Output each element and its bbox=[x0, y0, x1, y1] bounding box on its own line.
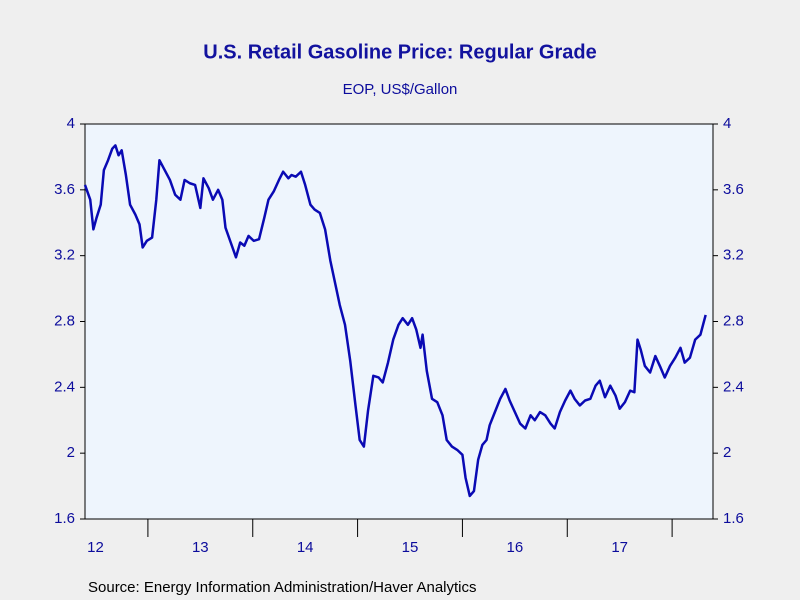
y-tick-label: 2 bbox=[67, 444, 75, 461]
y2-tick-label: 1.6 bbox=[723, 510, 744, 527]
plot-area bbox=[84, 123, 714, 520]
y2-tick-label: 2.4 bbox=[723, 378, 744, 395]
y-tick-label: 3.6 bbox=[54, 181, 75, 198]
y-tick-label: 2.4 bbox=[54, 378, 75, 395]
x-tick-label: 13 bbox=[192, 539, 209, 556]
y2-tick-label: 3.2 bbox=[723, 247, 744, 264]
y-tick-label: 2.8 bbox=[54, 312, 75, 329]
y2-tick-label: 4 bbox=[723, 115, 731, 132]
chart-title: U.S. Retail Gasoline Price: Regular Grad… bbox=[203, 41, 596, 63]
x-tick-label: 16 bbox=[507, 539, 524, 556]
y-tick-label: 4 bbox=[67, 115, 75, 132]
price-line bbox=[83, 144, 707, 498]
x-tick-label: 12 bbox=[87, 539, 104, 556]
x-tick-label: 17 bbox=[611, 539, 628, 556]
y2-tick-label: 2 bbox=[723, 444, 731, 461]
y2-tick-label: 2.8 bbox=[723, 312, 744, 329]
y-tick-label: 1.6 bbox=[54, 510, 75, 527]
y-tick-label: 3.2 bbox=[54, 247, 75, 264]
y2-tick-label: 3.6 bbox=[723, 181, 744, 198]
x-tick-label: 15 bbox=[402, 539, 419, 556]
chart-subtitle: EOP, US$/Gallon bbox=[343, 81, 458, 98]
source-note: Source: Energy Information Administratio… bbox=[88, 579, 477, 596]
x-tick-label: 14 bbox=[297, 539, 314, 556]
